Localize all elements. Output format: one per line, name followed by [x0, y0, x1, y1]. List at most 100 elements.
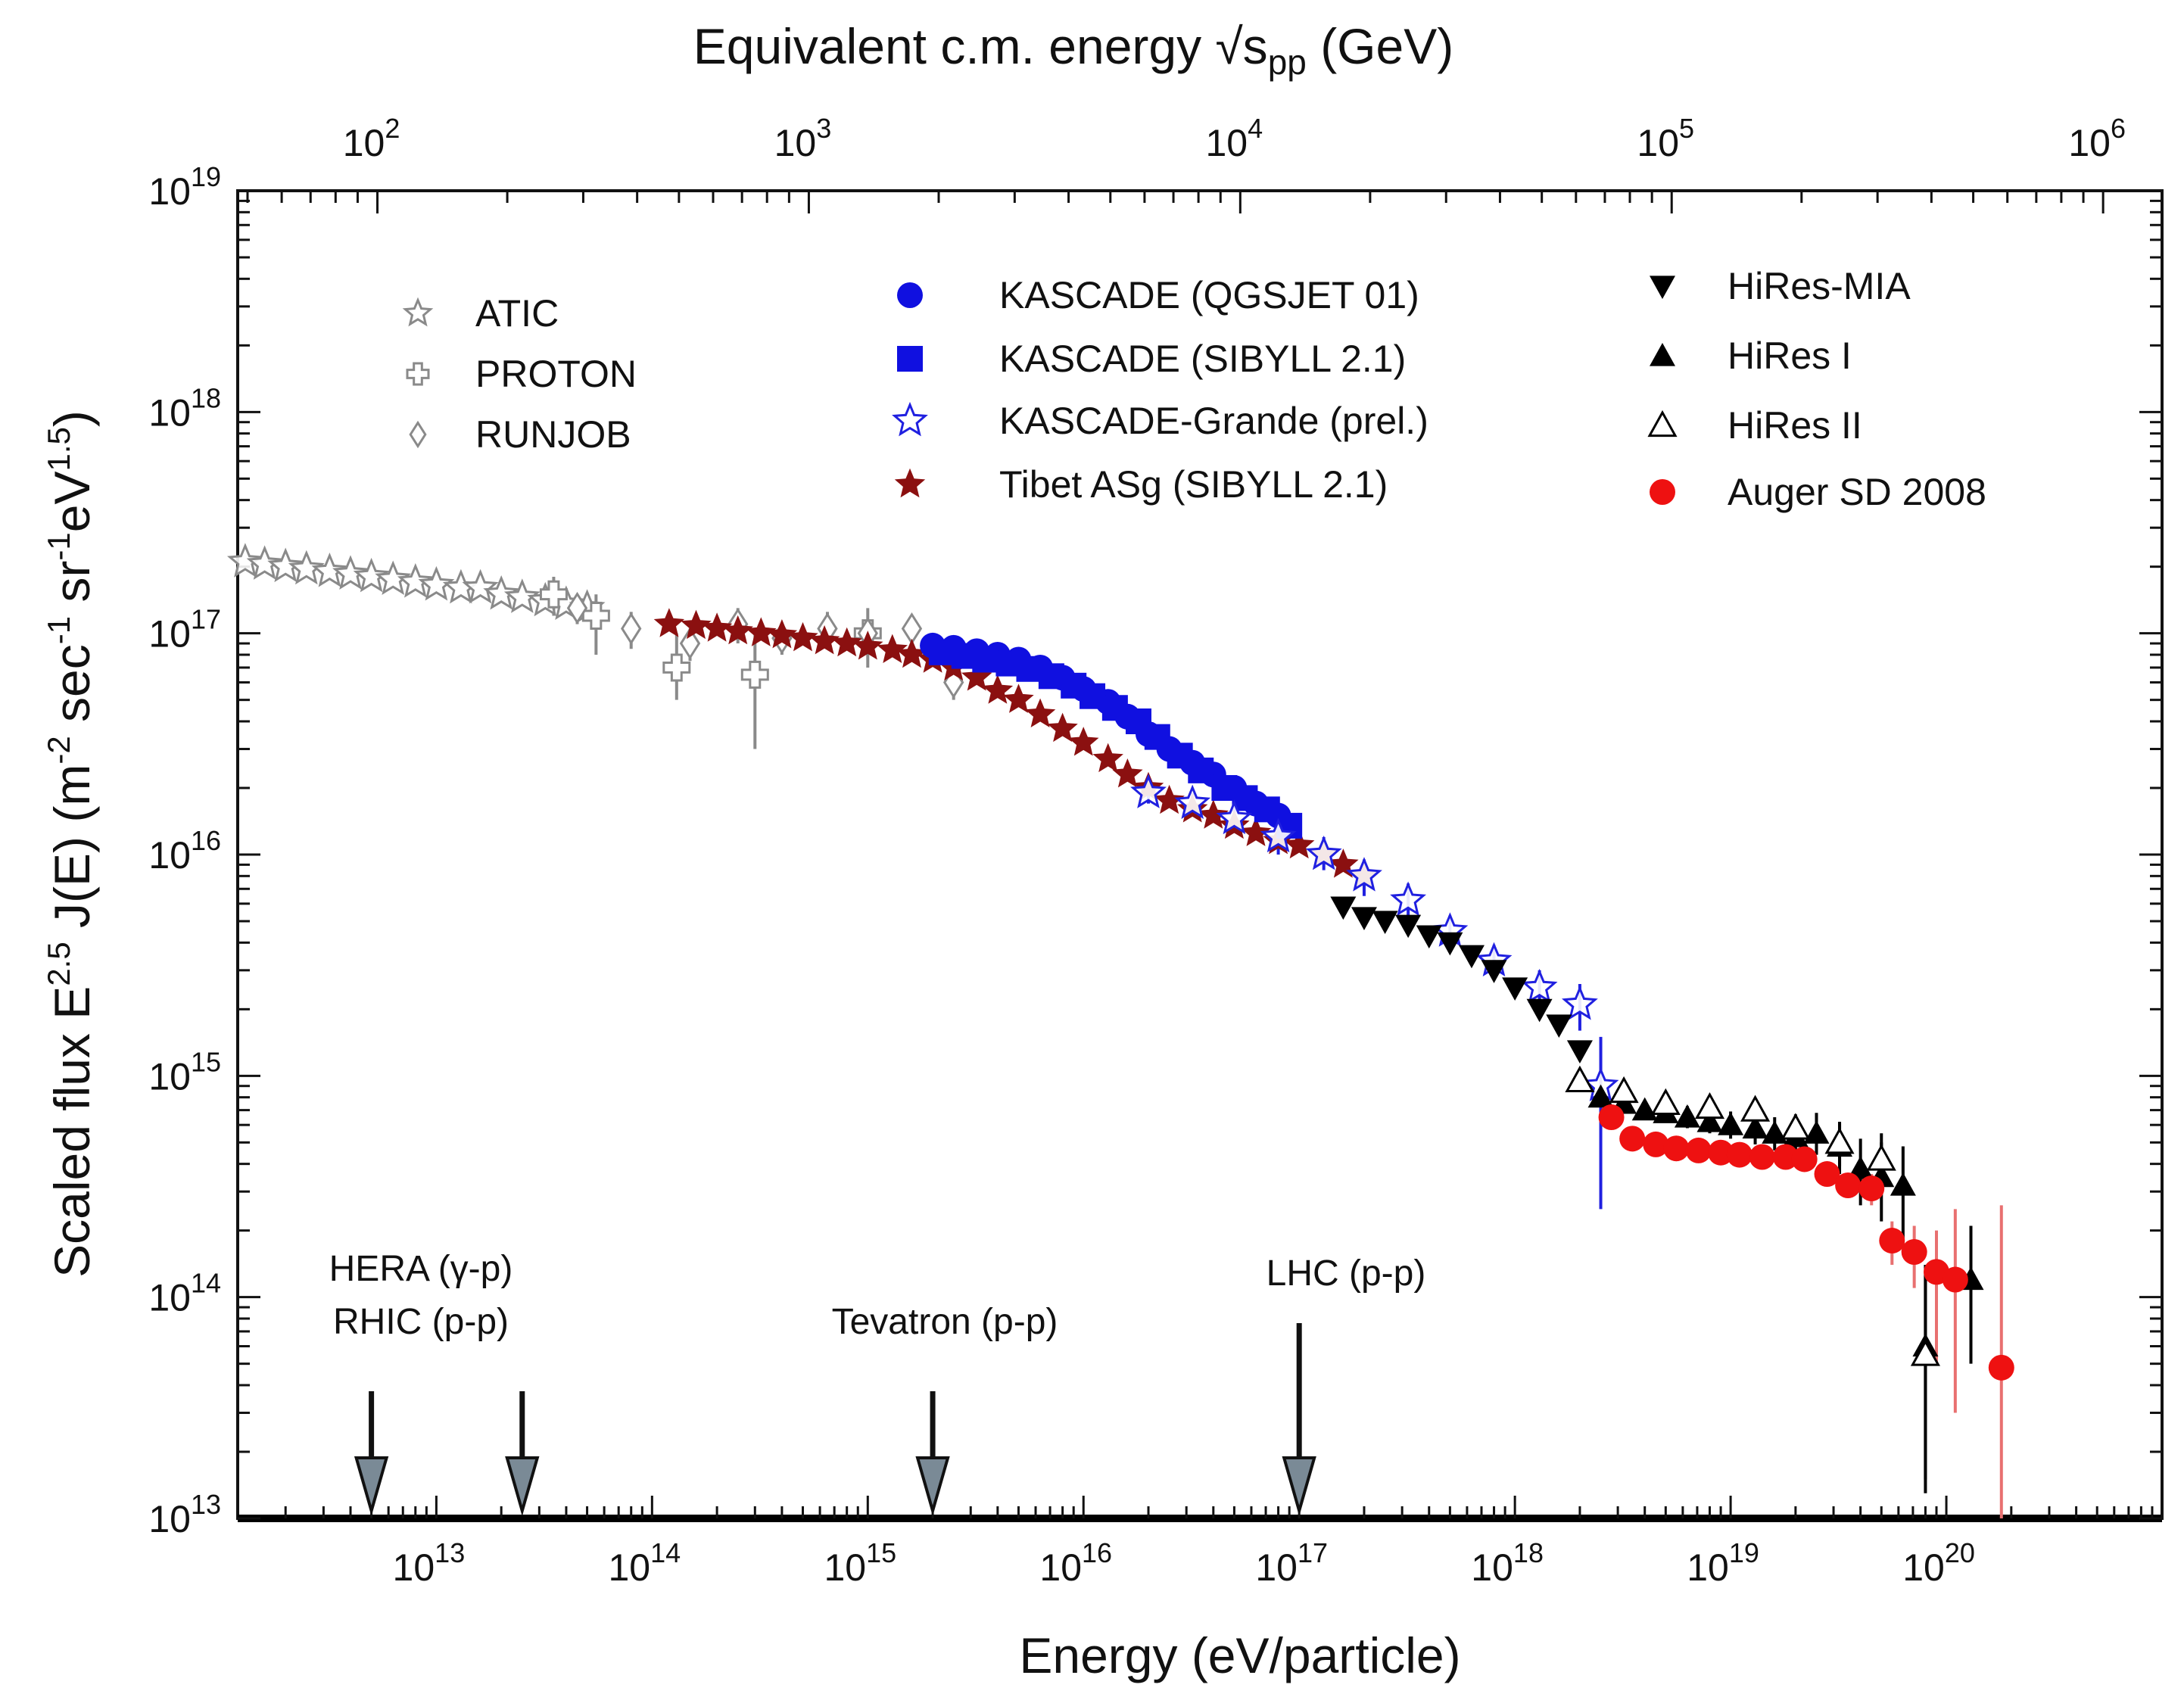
top-tick-label: 103 — [774, 113, 832, 164]
legend-label-auger-sd-2008: Auger SD 2008 — [1728, 471, 1986, 513]
annotation-arrowhead — [1282, 1456, 1316, 1517]
x-tick-label-exponent: 16 — [1082, 1537, 1112, 1568]
data-point-hires-mia — [1437, 932, 1463, 956]
legend-label-hires-ii: HiRes II — [1728, 404, 1862, 447]
y-axis-title-mid3: sr — [44, 561, 100, 616]
legend-marker-hires-i — [1650, 343, 1675, 366]
data-point-tibet-asg-sibyll-2-1 — [1112, 758, 1143, 788]
y-tick-label-exponent: 19 — [191, 161, 221, 192]
data-point-auger-sd-2008 — [1988, 1354, 2014, 1381]
annotation-label: RHIC (p-p) — [333, 1302, 509, 1342]
y-tick-label: 1015 — [148, 1046, 221, 1098]
x-axis-title: Energy (eV/particle) — [1019, 1627, 1460, 1683]
data-point-tibet-asg-sibyll-2-1 — [1047, 712, 1078, 743]
data-point-tibet-asg-sibyll-2-1 — [852, 631, 883, 660]
top-tick-label-base: 10 — [2068, 122, 2111, 164]
data-point-hires-mia — [1566, 1040, 1593, 1064]
y-tick-label-base: 10 — [148, 1055, 191, 1098]
y-axis-title-pre: Scaled flux E — [44, 986, 100, 1278]
x-tick-label-base: 10 — [1471, 1546, 1513, 1589]
data-point-tibet-asg-sibyll-2-1 — [1154, 784, 1185, 814]
annotation-label: Tevatron (p-p) — [832, 1302, 1058, 1342]
data-point-auger-sd-2008 — [1749, 1144, 1775, 1170]
data-point-auger-sd-2008 — [1663, 1135, 1690, 1162]
data-point-hires-mia — [1395, 914, 1422, 939]
y-tick-label-exponent: 15 — [191, 1046, 221, 1077]
y-axis-title-post: ) — [44, 410, 100, 427]
data-point-kascade-sibyll-2-1 — [1254, 796, 1280, 823]
annotation-arrowhead — [505, 1456, 540, 1517]
top-tick-label-exponent: 6 — [2111, 113, 2126, 144]
top-tick-label-exponent: 3 — [816, 113, 831, 144]
data-point-tibet-asg-sibyll-2-1 — [896, 638, 927, 668]
data-point-atic — [267, 547, 304, 583]
data-point-hires-mia — [1526, 998, 1553, 1023]
data-point-hires-ii — [1824, 1127, 1855, 1154]
data-point-auger-sd-2008 — [1619, 1126, 1646, 1152]
data-point-tibet-asg-sibyll-2-1 — [961, 662, 992, 691]
data-point-kascade-sibyll-2-1 — [1080, 683, 1106, 709]
legend-label-hires-mia: HiRes-MIA — [1728, 265, 1911, 307]
data-point-auger-sd-2008 — [1879, 1228, 1905, 1254]
data-point-proton — [740, 660, 769, 689]
data-point-hires-i — [1718, 1112, 1744, 1135]
data-point-tibet-asg-sibyll-2-1 — [831, 627, 862, 657]
x-tick-label: 1017 — [1255, 1537, 1328, 1589]
top-tick-label-exponent: 2 — [385, 113, 400, 144]
data-point-auger-sd-2008 — [1835, 1172, 1862, 1198]
data-point-kascade-grande-prel — [1216, 799, 1253, 835]
data-point-tibet-asg-sibyll-2-1 — [1003, 684, 1034, 713]
data-point-atic — [311, 552, 348, 587]
data-point-kascade-sibyll-2-1 — [928, 639, 955, 665]
data-point-kascade-grande-prel — [1174, 784, 1211, 819]
data-point-auger-sd-2008 — [1598, 1104, 1625, 1131]
legend-label-atic: ATIC — [475, 292, 559, 335]
data-point-kascade-sibyll-2-1 — [1188, 757, 1214, 783]
data-point-tibet-asg-sibyll-2-1 — [877, 634, 908, 663]
data-point-atic — [332, 555, 369, 590]
x-tick-label: 1014 — [609, 1537, 681, 1589]
data-point-hires-ii — [1694, 1091, 1725, 1119]
legend-marker-kascade-qgsjet-01 — [897, 282, 923, 308]
data-point-hires-mia — [1330, 896, 1357, 920]
data-point-kascade-grande-prel — [1561, 985, 1598, 1020]
data-point-kascade-sibyll-2-1 — [1016, 655, 1042, 682]
annotation-arrowhead — [915, 1456, 950, 1517]
data-point-hires-i — [1674, 1104, 1700, 1128]
data-point-hires-mia — [1546, 1014, 1572, 1038]
data-point-kascade-grande-prel — [1260, 817, 1297, 853]
data-point-tibet-asg-sibyll-2-1 — [808, 625, 840, 655]
y-tick-label-exponent: 17 — [191, 604, 221, 635]
x-tick-label-base: 10 — [609, 1546, 651, 1589]
annotation-label: LHC (p-p) — [1266, 1253, 1426, 1294]
y-tick-label-base: 10 — [148, 834, 191, 877]
data-point-atic — [462, 568, 499, 604]
x-tick-label-base: 10 — [1255, 1546, 1298, 1589]
data-point-hires-mia — [1372, 911, 1398, 935]
x-tick-label-exponent: 14 — [650, 1537, 681, 1568]
top-axis-title: Equivalent c.m. energy √spp (GeV) — [693, 18, 1453, 82]
top-tick-label-exponent: 4 — [1248, 113, 1263, 144]
y-tick-label-base: 10 — [148, 613, 191, 655]
data-point-auger-sd-2008 — [1814, 1161, 1840, 1188]
data-point-hires-ii — [1740, 1095, 1771, 1122]
data-point-hires-ii — [1565, 1065, 1595, 1092]
x-tick-label-base: 10 — [824, 1546, 866, 1589]
x-tick-label: 1015 — [824, 1537, 896, 1589]
y-tick-label: 1019 — [148, 161, 221, 213]
y-tick-label: 1013 — [148, 1489, 221, 1540]
data-point-hires-i — [1762, 1120, 1788, 1144]
data-point-hires-i — [1587, 1084, 1614, 1108]
y-tick-label-exponent: 16 — [191, 825, 221, 856]
data-point-tibet-asg-sibyll-2-1 — [1092, 743, 1123, 773]
annotation-label: HERA (γ-p) — [329, 1249, 513, 1289]
data-point-runjob — [679, 627, 701, 660]
x-tick-label-exponent: 13 — [435, 1537, 465, 1568]
legend-label-kascade-qgsjet-01: KASCADE (QGSJET 01) — [999, 274, 1419, 316]
y-tick-label-exponent: 14 — [191, 1268, 221, 1299]
legend-marker-hires-mia — [1650, 276, 1675, 299]
data-point-kascade-grande-prel — [1521, 968, 1558, 1004]
y-tick-label-exponent: 13 — [191, 1489, 221, 1520]
